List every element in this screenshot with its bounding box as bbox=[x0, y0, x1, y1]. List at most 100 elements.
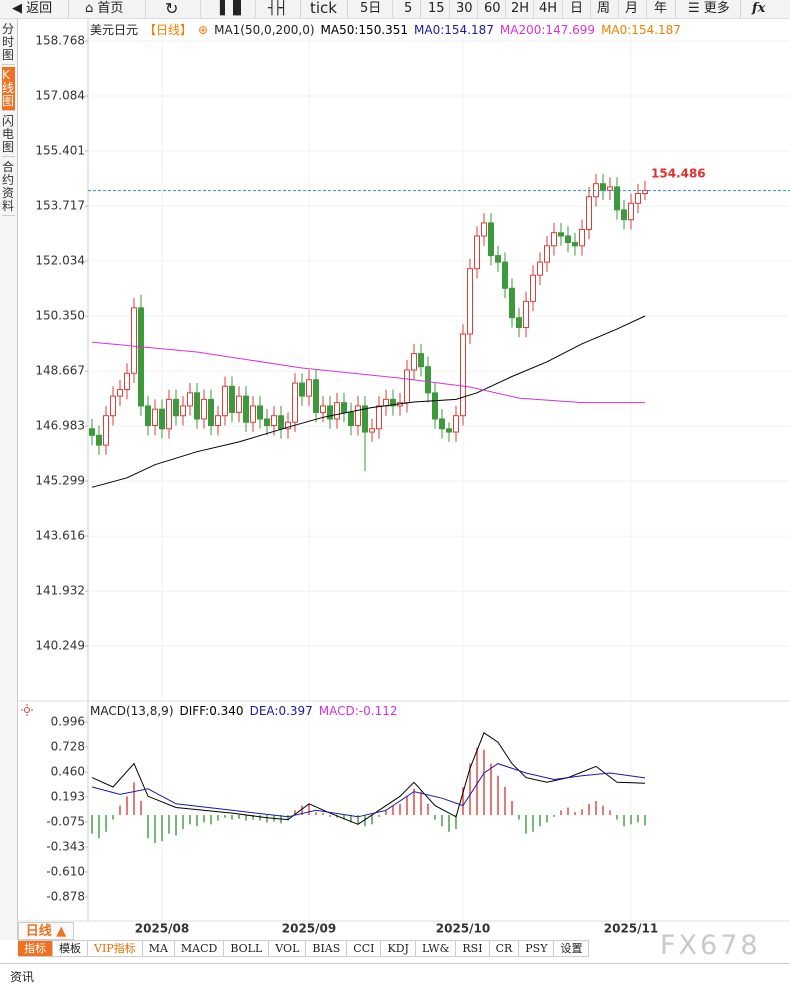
x-tick-label: 2025/08 bbox=[135, 922, 189, 936]
y-tick-label: -0.610 bbox=[46, 864, 85, 878]
candle-body bbox=[292, 382, 298, 423]
indicator-tab[interactable]: CR bbox=[489, 940, 520, 957]
y-tick-label: 0.193 bbox=[51, 789, 85, 803]
indicator-tab[interactable]: LW& bbox=[415, 940, 457, 957]
candle-button[interactable]: ▌▐▌ bbox=[220, 1, 246, 16]
period: 【日线】 bbox=[144, 23, 193, 37]
period-button[interactable]: 年 bbox=[654, 1, 668, 16]
side-tab[interactable]: 合约资料 bbox=[2, 159, 15, 216]
separator bbox=[200, 0, 201, 18]
candle-body bbox=[411, 353, 417, 371]
candle-body bbox=[299, 382, 305, 397]
separator bbox=[449, 0, 450, 18]
back-button[interactable]: ◀ 返回 bbox=[12, 1, 53, 16]
y-tick-label: -0.075 bbox=[46, 814, 85, 828]
indicator-tab[interactable]: CCI bbox=[347, 940, 382, 957]
bar-button[interactable]: ┤├┤ bbox=[268, 1, 288, 16]
y-tick-label: 0.460 bbox=[51, 765, 85, 779]
candle-body bbox=[579, 228, 585, 247]
separator bbox=[300, 0, 301, 18]
indicator-tab[interactable]: VIP指标 bbox=[88, 940, 143, 957]
indicator-tab[interactable]: BOLL bbox=[224, 940, 270, 957]
candle-body bbox=[467, 268, 473, 335]
candle-body bbox=[313, 379, 319, 413]
period-button[interactable]: 15 bbox=[428, 1, 445, 16]
more-label: 更多 bbox=[703, 1, 730, 16]
legend-entry: MA0:154.187 bbox=[601, 22, 681, 37]
last-price-label: 154.486 bbox=[651, 166, 706, 180]
indicator-tab[interactable]: KDJ bbox=[381, 940, 416, 957]
indicator: MACD(13,8,9) bbox=[90, 704, 174, 718]
period-button[interactable]: 5 bbox=[404, 1, 413, 16]
back-label: 返回 bbox=[26, 1, 53, 16]
refresh-button[interactable]: ↻ bbox=[165, 0, 179, 18]
indicator-tab[interactable]: RSI bbox=[456, 940, 490, 957]
candle-body bbox=[152, 408, 158, 427]
add-icon[interactable]: ⊕ bbox=[198, 22, 209, 37]
candle-body bbox=[166, 398, 172, 430]
candle-body bbox=[362, 405, 368, 433]
toolbar: ◀ 返回 ⌂ 首页 ↻ ▌▐▌ ┤├┤ tick 5日 5 15 30 60 2… bbox=[0, 0, 790, 19]
candle-body bbox=[418, 353, 424, 368]
indicator-line bbox=[91, 341, 645, 404]
side-tab[interactable]: 分时图 bbox=[2, 21, 15, 65]
legend-entry: DEA:0.397 bbox=[249, 704, 313, 718]
indicator-tab[interactable]: BIAS bbox=[306, 940, 348, 957]
indicator-tab[interactable]: 设置 bbox=[554, 940, 590, 957]
candle-body bbox=[635, 193, 641, 204]
candle-body bbox=[96, 434, 102, 446]
footer-tab[interactable]: 资讯 bbox=[10, 970, 35, 984]
home-button[interactable]: ⌂ 首页 bbox=[85, 1, 124, 16]
candle-body bbox=[502, 261, 508, 289]
side-tab[interactable]: 闪电图 bbox=[2, 113, 15, 157]
indicator: MA1(50,0,200,0) bbox=[214, 22, 315, 37]
more-button[interactable]: ☰ 更多 bbox=[688, 1, 730, 16]
indicator-tab[interactable]: MACD bbox=[174, 940, 225, 957]
candle-body bbox=[173, 398, 179, 417]
legend-entry: MA200:147.699 bbox=[499, 22, 596, 37]
candle-body bbox=[558, 232, 564, 237]
candle-body bbox=[110, 395, 116, 417]
candle-body bbox=[488, 222, 494, 257]
candle-body bbox=[453, 415, 459, 433]
candle-body bbox=[285, 421, 291, 430]
candle-body bbox=[348, 411, 354, 427]
sidebar: 分时图 K线图 闪电图 合约资料 bbox=[0, 19, 18, 940]
candle-body bbox=[523, 300, 529, 328]
candle-body bbox=[614, 186, 620, 211]
separator bbox=[420, 0, 421, 18]
formula-button[interactable]: fx bbox=[752, 1, 766, 16]
y-tick-label: 0.728 bbox=[51, 740, 85, 754]
candle-body bbox=[103, 415, 109, 446]
separator bbox=[740, 0, 741, 18]
candle-body bbox=[509, 287, 515, 319]
candle-body bbox=[355, 405, 361, 427]
separator bbox=[255, 0, 256, 18]
period-button[interactable]: 2H bbox=[511, 1, 530, 16]
period-button[interactable]: 5日 bbox=[360, 1, 382, 16]
separator bbox=[675, 0, 676, 18]
y-tick-label: 157.084 bbox=[35, 89, 85, 103]
indicator-tab[interactable]: VOL bbox=[269, 940, 307, 957]
legend-entry: MA50:150.351 bbox=[320, 22, 409, 37]
period-button[interactable]: 60 bbox=[484, 1, 501, 16]
period-button[interactable]: 周 bbox=[597, 1, 611, 16]
period-button[interactable]: tick bbox=[310, 0, 337, 17]
side-tab[interactable]: K线图 bbox=[2, 67, 15, 111]
indicator-tab[interactable]: PSY bbox=[519, 940, 555, 957]
watermark: FX678 bbox=[660, 930, 761, 961]
period-button[interactable]: 日 bbox=[570, 1, 584, 16]
symbol: 美元日元 bbox=[90, 23, 139, 37]
candle-body bbox=[117, 389, 123, 397]
period-button[interactable]: 30 bbox=[456, 1, 473, 16]
period-button[interactable]: 4H bbox=[539, 1, 558, 16]
indicator-tab[interactable]: MA bbox=[142, 940, 175, 957]
candle-body bbox=[495, 255, 501, 263]
period-button[interactable]: 月 bbox=[625, 1, 639, 16]
x-tick-label: 2025/10 bbox=[436, 922, 490, 936]
period-toggle[interactable]: 日线 ▲ bbox=[18, 922, 74, 940]
candle-body bbox=[159, 408, 165, 430]
separator bbox=[646, 0, 647, 18]
indicator-tab[interactable]: 指标 bbox=[18, 940, 53, 957]
indicator-tab[interactable]: 模板 bbox=[53, 940, 88, 957]
